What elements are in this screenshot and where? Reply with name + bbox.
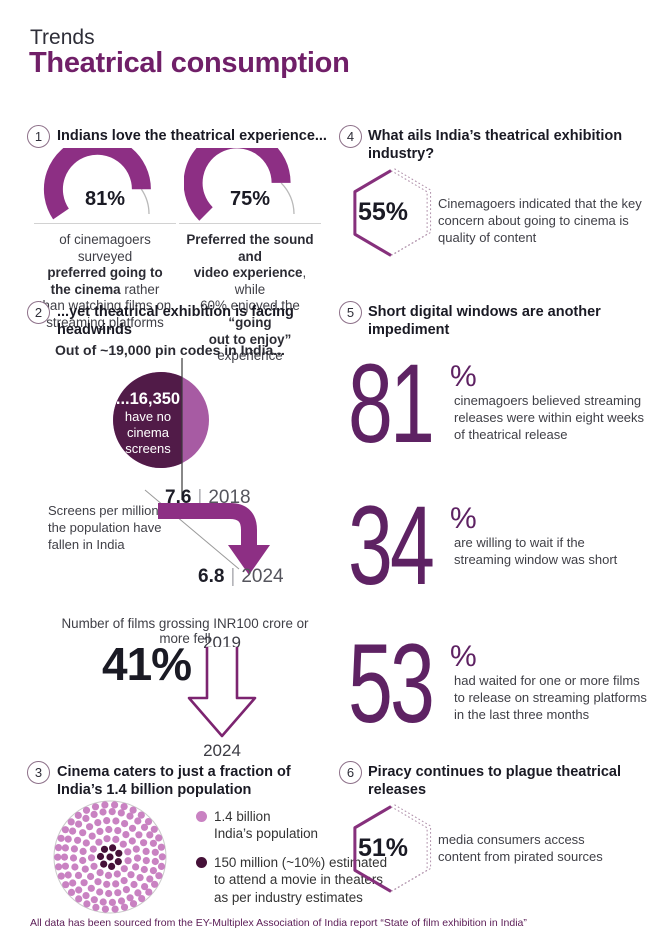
screens-from-year: 2018 [208, 487, 251, 508]
light-dot-swatch [196, 811, 207, 822]
section-5-heading: Short digital windows are another impedi… [368, 304, 601, 339]
section-2-number: 2 [27, 301, 50, 324]
percent-sign: % [450, 502, 477, 535]
gauge-chart-preferred-cinema: 81% of cinemagoers surveyed preferred goi… [34, 148, 176, 332]
gauge-chart-sound-video: 75% Preferred the sound and video experie… [179, 148, 321, 365]
gauge-arc [184, 148, 295, 221]
percent-sign: % [450, 640, 477, 673]
stat-text: had waited for one or more films to rele… [454, 673, 647, 722]
pin-codes-caption: Out of ~19,000 pin codes in India... [55, 342, 285, 358]
legend-text: 150 million (~10%) estimated to attend a… [214, 855, 388, 905]
hexagon-value: 51% [357, 834, 409, 862]
stat-willing-to-wait: 34 % are willing to wait if the streamin… [348, 490, 660, 602]
stat-text: cinemagoers believed streaming releases … [454, 393, 645, 442]
gauge-value: 81% [84, 188, 126, 210]
pie-chart-pin-codes [81, 354, 241, 509]
population-dots [54, 801, 166, 913]
films-caption: Number of films grossing INR100 crore or… [61, 616, 309, 646]
population-dots-chart [53, 800, 167, 914]
section-2-heading: ...yet theatrical exhibition is facing h… [57, 304, 294, 339]
hexagon-stat-content-quality: 55% [348, 167, 440, 263]
section-3-number: 3 [27, 761, 50, 784]
dark-dot-swatch [196, 857, 207, 869]
page-title: Theatrical consumption [29, 47, 350, 79]
divider: | [230, 566, 236, 587]
stat-waited-for-films: 53 % had waited for one or more films to… [348, 628, 660, 740]
section-6-text: media consumers access content from pira… [438, 832, 603, 864]
stat-value: 34 [348, 483, 435, 608]
hexagon-value: 55% [357, 198, 409, 226]
pie-chart-label: ...16,350 have no cinema screens [84, 390, 212, 457]
pie-chart [113, 358, 209, 500]
stat-streaming-window: 81 % cinemagoers believed streaming rele… [348, 348, 660, 460]
section-1-heading: Indians love the theatrical experience..… [57, 128, 327, 144]
gauge-baseline [34, 223, 176, 224]
section-5-number: 5 [339, 301, 362, 324]
percent-sign: % [450, 360, 477, 393]
section-4-number: 4 [339, 125, 362, 148]
gauge-arc [43, 148, 151, 220]
screens-2024-value: 6.8 | 2024 [198, 566, 284, 588]
source-note: All data has been sourced from the EY-Mu… [30, 917, 527, 929]
section-6-number: 6 [339, 761, 362, 784]
hexagon-icon [353, 804, 432, 893]
legend-text: 1.4 billion India’s population [214, 809, 318, 842]
screens-label: Screens per million of the population ha… [48, 503, 173, 552]
gauge-caption: of cinemagoers surveyed preferred going t… [38, 232, 172, 331]
stat-value: 81 [348, 341, 435, 466]
section-4-heading: What ails India’s theatrical exhibition … [368, 128, 623, 163]
stat-text: are willing to wait if the streaming win… [454, 535, 618, 567]
stat-value: 53 [348, 621, 435, 746]
screens-to-year: 2024 [241, 566, 284, 587]
divider: | [197, 487, 203, 508]
films-to-year: 2024 [203, 741, 241, 760]
pie-subtext: have no cinema screens [124, 409, 172, 456]
hexagon-icon [353, 168, 432, 257]
section-1-number: 1 [27, 125, 50, 148]
screens-2018-value: 7.6 | 2018 [165, 487, 251, 509]
section-4-text: Cinemagoers indicated that the key conce… [438, 196, 642, 245]
films-drop-value: 41% [102, 638, 192, 690]
legend-item-population: 1.4 billion India’s population [196, 808, 456, 842]
eyebrow: Trends [30, 26, 95, 49]
screens-from-value: 7.6 [165, 487, 192, 508]
screens-to-value: 6.8 [198, 566, 225, 587]
section-6-heading: Piracy continues to plague theatrical re… [368, 764, 622, 799]
legend-item-moviegoers: 150 million (~10%) estimated to attend a… [196, 854, 456, 905]
gauge-value: 75% [229, 188, 271, 210]
section-3-heading: Cinema caters to just a fraction of Indi… [57, 764, 291, 799]
outlined-down-arrow-icon [187, 647, 257, 738]
hexagon-stat-piracy: 51% [348, 803, 440, 899]
pie-value: ...16,350 [115, 390, 181, 408]
population-legend: 1.4 billion India’s population 150 milli… [196, 808, 456, 918]
gauge-baseline [179, 223, 321, 224]
down-curve-arrow-icon [158, 503, 270, 575]
gauge-caption: Preferred the sound and video experience,… [186, 232, 314, 364]
